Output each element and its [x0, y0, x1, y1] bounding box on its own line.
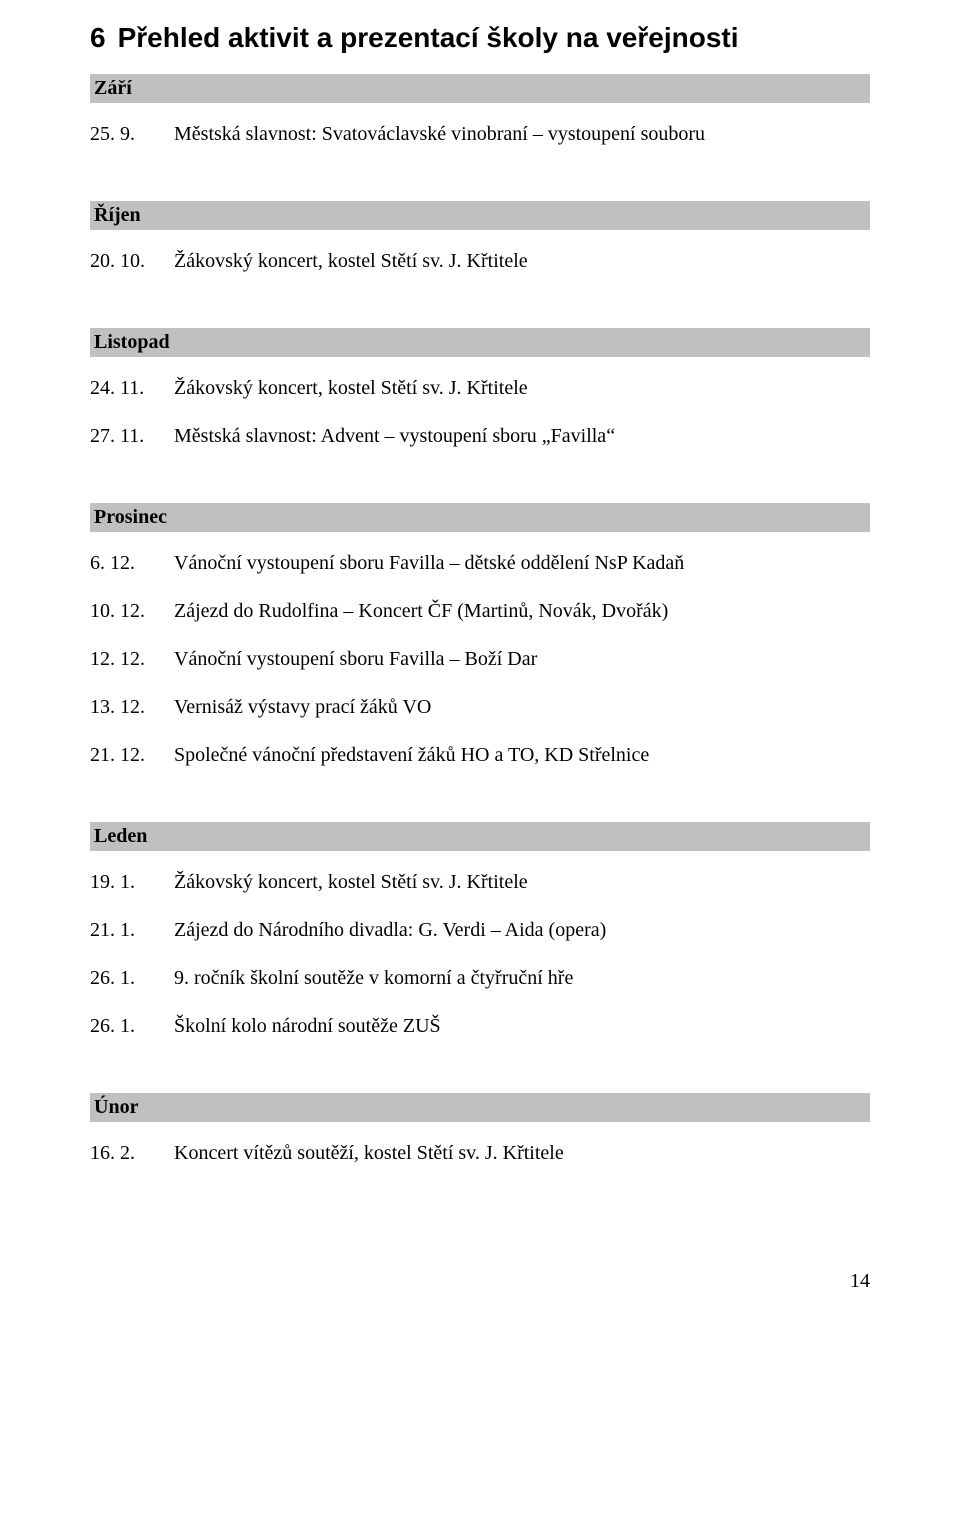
entry-text: Vánoční vystoupení sboru Favilla – Boží … [174, 646, 870, 672]
entry-row: 12. 12.Vánoční vystoupení sboru Favilla … [90, 646, 870, 672]
month-header: Říjen [90, 201, 870, 230]
entry-text: Zájezd do Rudolfina – Koncert ČF (Martin… [174, 598, 870, 624]
entry-text: Městská slavnost: Advent – vystoupení sb… [174, 423, 870, 449]
entry-text: Školní kolo národní soutěže ZUŠ [174, 1013, 870, 1039]
month-header: Září [90, 74, 870, 103]
entry-date: 27. 11. [90, 423, 174, 449]
entry-row: 26. 1.Školní kolo národní soutěže ZUŠ [90, 1013, 870, 1039]
entry-text: Vánoční vystoupení sboru Favilla – dětsk… [174, 550, 870, 576]
entry-text: Žákovský koncert, kostel Stětí sv. J. Kř… [174, 869, 870, 895]
entry-date: 16. 2. [90, 1140, 174, 1166]
month-header: Prosinec [90, 503, 870, 532]
month-header: Leden [90, 822, 870, 851]
entry-row: 25. 9.Městská slavnost: Svatováclavské v… [90, 121, 870, 147]
entry-row: 26. 1.9. ročník školní soutěže v komorní… [90, 965, 870, 991]
month-header: Únor [90, 1093, 870, 1122]
entry-date: 10. 12. [90, 598, 174, 624]
entry-text: Zájezd do Národního divadla: G. Verdi – … [174, 917, 870, 943]
entry-date: 26. 1. [90, 965, 174, 991]
month-header: Listopad [90, 328, 870, 357]
entry-date: 20. 10. [90, 248, 174, 274]
section-gap [90, 169, 870, 201]
entry-date: 19. 1. [90, 869, 174, 895]
entry-date: 25. 9. [90, 121, 174, 147]
entry-row: 6. 12.Vánoční vystoupení sboru Favilla –… [90, 550, 870, 576]
heading-number: 6 [90, 20, 106, 56]
entry-text: 9. ročník školní soutěže v komorní a čty… [174, 965, 870, 991]
entry-text: Vernisáž výstavy prací žáků VO [174, 694, 870, 720]
entry-text: Žákovský koncert, kostel Stětí sv. J. Kř… [174, 375, 870, 401]
section-gap [90, 471, 870, 503]
entry-text: Městská slavnost: Svatováclavské vinobra… [174, 121, 870, 147]
entry-date: 21. 1. [90, 917, 174, 943]
entry-row: 13. 12.Vernisáž výstavy prací žáků VO [90, 694, 870, 720]
entry-row: 27. 11.Městská slavnost: Advent – vystou… [90, 423, 870, 449]
entry-row: 10. 12.Zájezd do Rudolfina – Koncert ČF … [90, 598, 870, 624]
entry-text: Koncert vítězů soutěží, kostel Stětí sv.… [174, 1140, 870, 1166]
entry-row: 21. 12.Společné vánoční představení žáků… [90, 742, 870, 768]
entry-date: 24. 11. [90, 375, 174, 401]
section-heading: 6 Přehled aktivit a prezentací školy na v… [90, 20, 870, 56]
entry-date: 13. 12. [90, 694, 174, 720]
entry-row: 19. 1.Žákovský koncert, kostel Stětí sv.… [90, 869, 870, 895]
entry-date: 21. 12. [90, 742, 174, 768]
section-gap [90, 296, 870, 328]
entry-text: Společné vánoční představení žáků HO a T… [174, 742, 870, 768]
heading-title: Přehled aktivit a prezentací školy na ve… [118, 22, 739, 53]
entry-text: Žákovský koncert, kostel Stětí sv. J. Kř… [174, 248, 870, 274]
entry-row: 21. 1.Zájezd do Národního divadla: G. Ve… [90, 917, 870, 943]
entry-row: 24. 11.Žákovský koncert, kostel Stětí sv… [90, 375, 870, 401]
section-gap [90, 1188, 870, 1220]
entry-date: 12. 12. [90, 646, 174, 672]
section-gap [90, 1061, 870, 1093]
page-number: 14 [90, 1268, 870, 1294]
entry-date: 6. 12. [90, 550, 174, 576]
sections-container: Září 25. 9.Městská slavnost: Svatováclavs… [90, 74, 870, 1220]
section-gap [90, 790, 870, 822]
entry-row: 20. 10.Žákovský koncert, kostel Stětí sv… [90, 248, 870, 274]
entry-row: 16. 2.Koncert vítězů soutěží, kostel Stě… [90, 1140, 870, 1166]
entry-date: 26. 1. [90, 1013, 174, 1039]
